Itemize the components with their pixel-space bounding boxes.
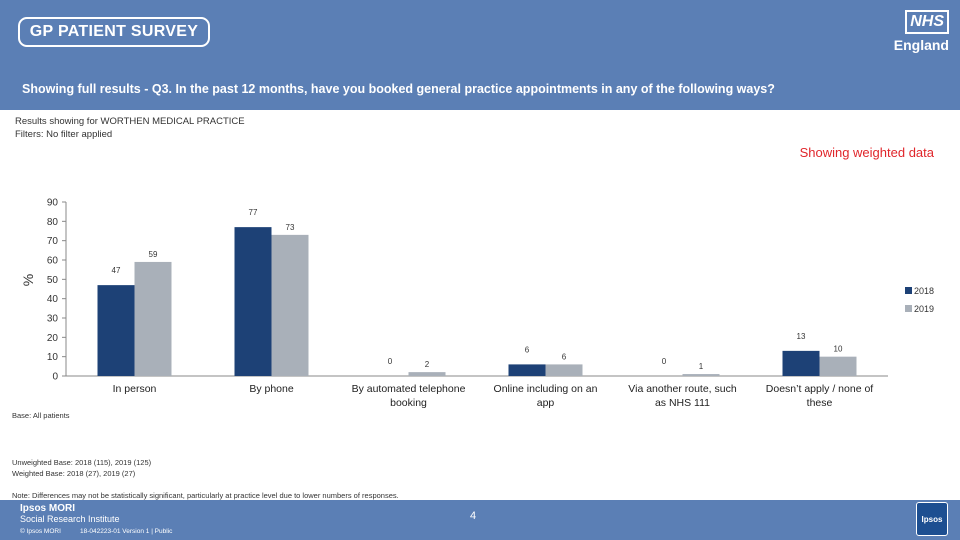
unweighted-base: Unweighted Base: 2018 (115), 2019 (125) [12,458,152,467]
category-label-line: By automated telephone [352,383,466,395]
copyright: © Ipsos MORI [20,528,61,535]
y-tick-label: 30 [47,314,59,325]
y-tick-label: 70 [47,236,59,247]
y-tick-label: 40 [47,294,59,305]
significance-note: Note: Differences may not be statistical… [12,491,399,500]
category-label-line: In person [113,383,157,395]
y-tick-label: 20 [47,333,59,344]
legend-label-2018: 2018 [914,286,934,296]
category-label-line: Via another route, such [628,383,737,395]
data-label-2019: 1 [699,362,704,371]
data-label-2019: 2 [425,360,430,369]
category-label-line: app [537,397,555,409]
bar-2019 [819,356,857,376]
data-label-2018: 0 [388,357,393,366]
category-label-line: By phone [249,383,294,395]
bar-2019 [408,372,446,376]
data-label-2018: 77 [249,208,258,217]
data-label-2018: 6 [525,345,530,354]
data-label-2018: 47 [112,266,121,275]
y-tick-label: 0 [52,372,58,383]
bar-2018 [782,350,820,376]
ipsos-mori-brand: Ipsos MORI [20,503,76,514]
results-for: Results showing for WORTHEN MEDICAL PRAC… [15,116,245,127]
data-label-2019: 73 [286,223,295,232]
bar-2019 [271,234,309,376]
nhs-region: England [893,37,949,53]
gp-survey-logo: GP PATIENT SURVEY [18,17,210,47]
data-label-2019: 10 [834,345,843,354]
data-label-2018: 0 [662,357,667,366]
y-tick-label: 90 [47,198,59,209]
page-number: 4 [470,510,477,522]
bar-2019 [682,374,720,376]
y-tick-label: 80 [47,217,59,228]
job-reference: 18-042223-01 Version 1 | Public [80,528,173,535]
bar-2018 [508,364,546,376]
category-label: Online including on an app [494,383,598,409]
category-label-line: booking [390,397,427,409]
category-label: By phone [249,383,294,395]
bar-2018 [234,227,272,376]
category-label: In person [113,383,157,395]
ipsos-mori-sub: Social Research Institute [20,514,120,524]
nhs-mark: NHS [905,10,949,34]
question-title: Showing full results - Q3. In the past 1… [22,82,775,96]
legend-swatch-2018 [905,287,912,294]
category-label-line: as NHS 111 [655,397,710,409]
y-tick-label: 50 [47,275,59,286]
data-label-2018: 13 [797,332,806,341]
category-label-line: these [807,397,833,409]
ipsos-logo-icon: Ipsos [916,502,948,536]
legend-swatch-2019 [905,305,912,312]
category-label: Via another route, such as NHS 111 [628,383,737,409]
legend-label-2019: 2019 [914,304,934,314]
weighted-base: Weighted Base: 2018 (27), 2019 (27) [12,469,136,478]
footer-bar [0,500,960,540]
filters-text: Filters: No filter applied [15,129,113,140]
category-label-line: Online including on an [494,383,598,395]
nhs-england-logo: NHS England [891,10,949,54]
base-label: Base: All patients [12,411,70,420]
data-label-2019: 6 [562,352,567,361]
y-tick-label: 60 [47,256,59,267]
y-tick-label: 10 [47,352,59,363]
category-label: Doesn’t apply / none of these [766,383,873,409]
data-label-2019: 59 [149,250,158,259]
category-label-line: Doesn’t apply / none of [766,383,873,395]
bar-2019 [545,364,583,376]
bar-2019 [134,261,172,376]
bar-2018 [97,285,135,376]
category-label: By automated telephone booking [352,383,466,409]
weighted-data-note: Showing weighted data [799,145,934,160]
